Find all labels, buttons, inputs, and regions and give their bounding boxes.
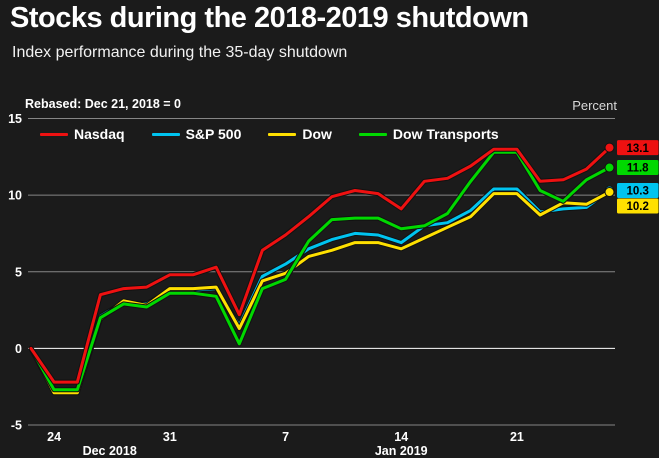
end-value-label-nasdaq: 13.1: [627, 143, 650, 155]
legend-item-nasdaq: Nasdaq: [40, 126, 125, 142]
x-axis-tick-label: 21: [510, 430, 524, 444]
y-axis-tick-label: 5: [15, 265, 22, 279]
legend-swatch-dow-transports: [358, 132, 387, 136]
legend-swatch-dow: [268, 132, 297, 136]
series-halo-nasdaq: [28, 145, 612, 385]
legend-item-dow-transports: Dow Transports: [358, 126, 499, 142]
end-value-box-dow: [617, 198, 659, 214]
end-dot-dow-transports: [604, 162, 615, 173]
legend-swatch-s-p-500: [151, 132, 180, 136]
x-axis-month-label: Dec 2018: [83, 444, 137, 458]
legend-swatch-nasdaq: [40, 132, 68, 136]
x-axis-tick-label: 14: [394, 430, 408, 444]
x-axis-tick-label: 24: [47, 430, 61, 444]
series-line-dow: [29, 190, 611, 395]
end-value-label-s-p-500: 10.3: [627, 186, 649, 198]
series-halo-dow-transports: [28, 149, 612, 393]
x-axis-tick-label: 7: [282, 430, 289, 444]
x-axis-tick-label: 31: [163, 430, 177, 444]
y-axis-tick-label: -5: [11, 419, 22, 433]
end-value-box-dow-transports: [617, 160, 659, 176]
rebased-note: Rebased: Dec 21, 2018 = 0: [25, 97, 181, 111]
legend-label: Dow: [302, 126, 332, 142]
series-line-nasdaq: [29, 146, 611, 384]
y-axis-tick-label: 0: [15, 342, 22, 356]
legend-item-s-p-500: S&P 500: [151, 126, 242, 142]
legend-label: Dow Transports: [392, 126, 499, 142]
y-axis-tick-label: 15: [8, 112, 22, 126]
y-axis-unit-label: Percent: [572, 98, 617, 113]
page-subtitle: Index performance during the 35-day shut…: [12, 44, 348, 61]
end-value-label-dow-transports: 11.8: [627, 163, 649, 175]
x-axis-month-label: Jan 2019: [375, 444, 428, 458]
legend-label: Nasdaq: [74, 126, 125, 142]
legend-item-dow: Dow: [268, 126, 332, 142]
y-axis-tick-label: 10: [8, 189, 22, 203]
end-dot-dow: [604, 187, 615, 198]
end-value-label-dow: 10.2: [627, 201, 649, 213]
end-value-box-nasdaq: [617, 140, 659, 156]
page-title: Stocks during the 2018-2019 shutdown: [10, 2, 529, 34]
chart-legend: Nasdaq S&P 500 Dow Dow Transports: [40, 126, 499, 142]
series-line-dow-transports: [29, 150, 611, 392]
end-dot-nasdaq: [604, 142, 615, 153]
end-value-box-s-p-500: [617, 183, 659, 199]
legend-label: S&P 500: [185, 126, 242, 142]
